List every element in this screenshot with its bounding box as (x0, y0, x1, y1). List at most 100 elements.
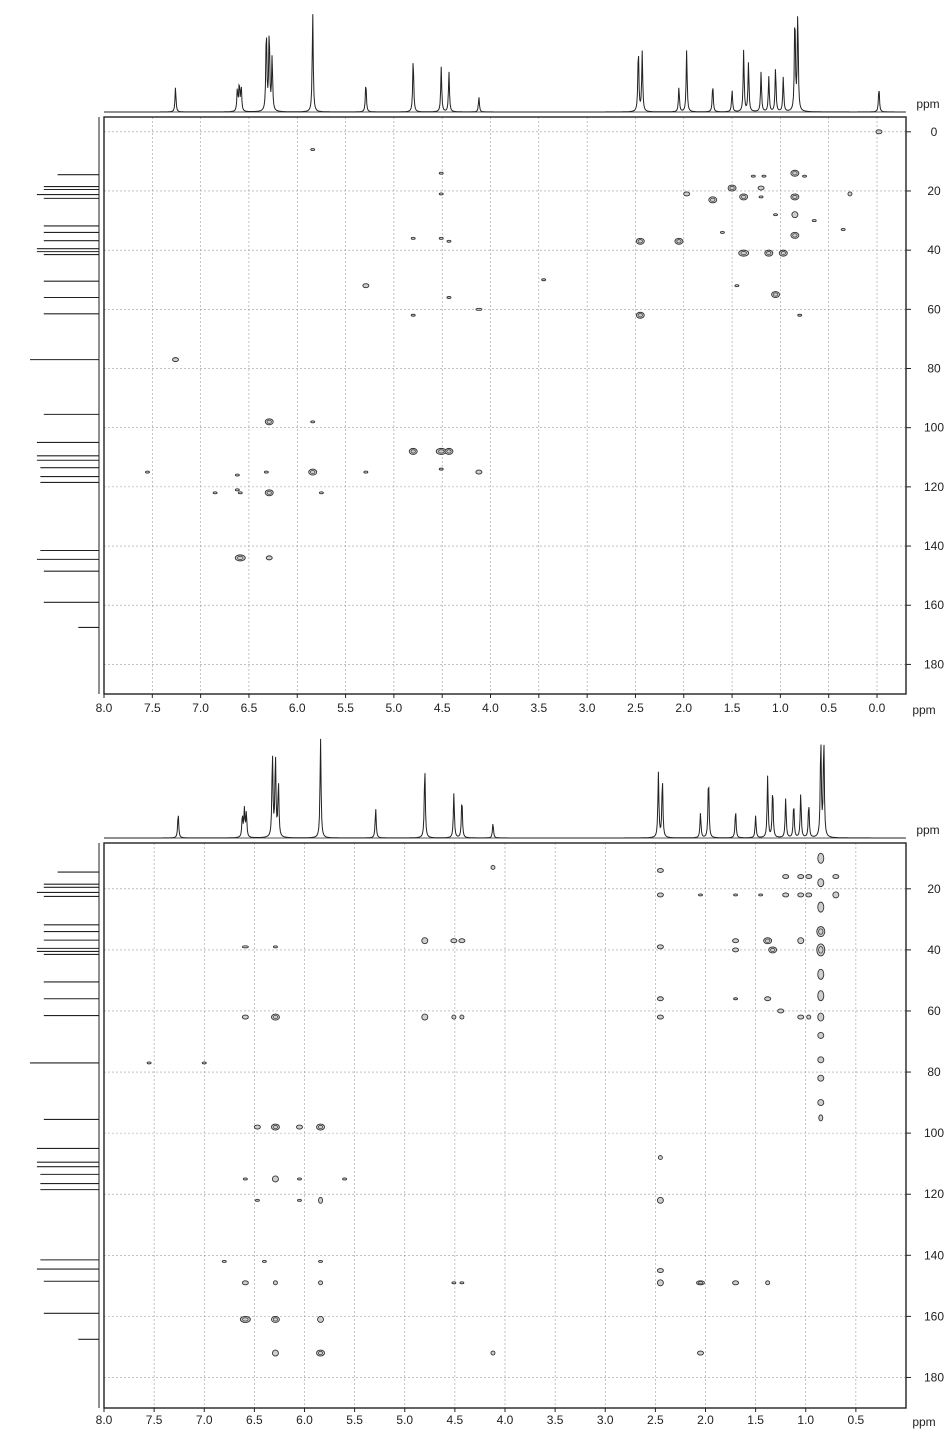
x-tick-label: 7.0 (196, 1413, 213, 1427)
cross-peak (790, 231, 800, 239)
cross-peak (773, 213, 779, 217)
cross-peak (782, 892, 790, 898)
cross-peak (656, 996, 664, 1002)
x-tick-label: 3.0 (597, 1413, 614, 1427)
cross-peak (438, 192, 444, 196)
cross-peak (234, 554, 246, 562)
cross-peak (421, 937, 429, 945)
bottom-axis-unit: ppm (912, 703, 935, 717)
cross-peak (734, 284, 740, 288)
cross-peak (316, 1123, 325, 1131)
cross-peak (757, 185, 765, 191)
cross-peak (656, 1268, 664, 1274)
cross-peak (764, 996, 772, 1002)
cross-peak-inner-contour (237, 555, 244, 560)
cross-peak (797, 874, 805, 880)
x-tick-label: 5.5 (337, 701, 354, 715)
x-tick-label: 4.5 (447, 1413, 464, 1427)
proton-spectrum-trace (104, 738, 906, 839)
cross-peak-inner-contour (765, 938, 771, 943)
cross-peak (241, 1280, 249, 1286)
cross-peak (271, 1349, 279, 1357)
cross-peak (697, 1350, 704, 1356)
y-tick-label: 40 (927, 243, 941, 257)
cross-peak (242, 1177, 248, 1181)
cross-peak (446, 296, 452, 299)
cross-peak-inner-contour (317, 1125, 324, 1130)
cross-peak-inner-contour (697, 1281, 704, 1285)
x-tick-label: 3.5 (547, 1413, 564, 1427)
cross-peak (761, 174, 767, 178)
cross-peak (234, 473, 240, 477)
x-tick-label: 4.0 (482, 701, 499, 715)
x-tick-label: 7.5 (144, 701, 161, 715)
cross-peak (732, 938, 740, 944)
cross-peak (817, 1074, 825, 1082)
y-tick-label: 40 (927, 943, 941, 957)
proton-spectrum-trace (104, 14, 906, 113)
cross-peak (656, 1014, 664, 1020)
cross-peak (310, 148, 316, 151)
y-tick-label: 120 (924, 480, 944, 494)
cross-peak (817, 878, 825, 888)
cross-peak-inner-contour (242, 1317, 249, 1322)
cross-peak (263, 470, 269, 474)
cross-peak (318, 1196, 323, 1204)
cross-peak (817, 1031, 825, 1039)
cross-peak (237, 491, 243, 495)
cross-peak (739, 193, 749, 201)
cross-peak (318, 491, 324, 495)
cross-peak-inner-contour (766, 251, 772, 256)
cross-peak-inner-contour (272, 1125, 278, 1130)
top-axis-unit: ppm (916, 97, 939, 111)
cross-peak (765, 1280, 771, 1286)
cross-peak (635, 237, 645, 245)
cross-peak-inner-contour (740, 251, 747, 256)
cross-peak (297, 1198, 302, 1202)
cross-peak (438, 236, 444, 240)
cross-peak (362, 283, 370, 289)
cross-peak (271, 1175, 279, 1183)
cross-peak (817, 1012, 825, 1022)
cross-peak (410, 236, 416, 240)
cross-peak (875, 129, 883, 135)
cross-peak (264, 418, 274, 426)
cross-peak (817, 901, 825, 913)
cross-peak (318, 1280, 323, 1286)
cross-peak (817, 1099, 825, 1107)
cross-peak (674, 237, 684, 245)
y-tick-label: 180 (924, 657, 944, 671)
cross-peak (816, 926, 826, 938)
cross-peak (777, 1008, 785, 1014)
cross-peak (657, 1155, 663, 1161)
y-tick-label: 100 (924, 421, 944, 435)
cross-peak (732, 1280, 740, 1286)
x-tick-label: 8.0 (96, 701, 113, 715)
cross-peak (459, 1014, 465, 1020)
x-tick-label: 5.0 (386, 701, 403, 715)
x-tick-label: 1.5 (747, 1413, 764, 1427)
cross-peak (446, 239, 452, 243)
cross-peak (805, 892, 813, 898)
cross-peak (797, 937, 805, 945)
x-tick-label: 3.0 (579, 701, 596, 715)
x-tick-label: 7.0 (192, 701, 209, 715)
cross-peak (764, 249, 774, 257)
cross-peak (172, 357, 179, 363)
x-tick-label: 3.5 (530, 701, 547, 715)
y-tick-label: 160 (924, 1309, 944, 1323)
cross-peak-inner-contour (770, 947, 776, 952)
cross-peak (778, 249, 788, 257)
cross-peak (363, 470, 369, 474)
x-tick-label: 6.5 (246, 1413, 263, 1427)
cross-peak-inner-contour (266, 419, 272, 424)
cross-peak (490, 1350, 496, 1356)
cross-peak (270, 1315, 280, 1323)
cross-peak (733, 997, 739, 1001)
top-axis-unit: ppm (916, 823, 939, 837)
cross-peak-inner-contour (729, 186, 735, 191)
cross-peak (758, 195, 764, 199)
cross-peak (790, 169, 800, 177)
y-tick-label: 0 (931, 125, 938, 139)
